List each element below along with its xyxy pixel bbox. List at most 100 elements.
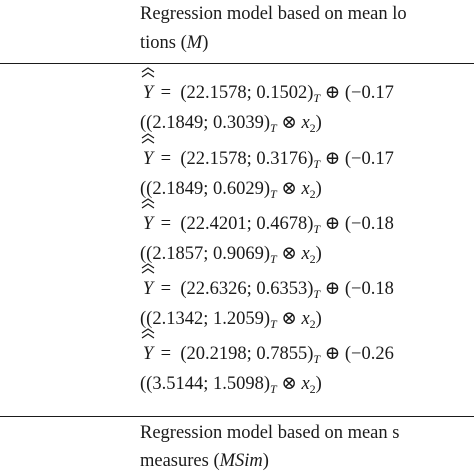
center-pair: (22.1578; 0.3176) — [180, 149, 314, 169]
hat-accent-icon — [141, 72, 155, 78]
center-pair: (22.4201; 0.4678) — [180, 214, 314, 234]
equals-sign: = — [160, 279, 172, 299]
equation-main-line: Y = (22.6326; 0.6353)T ⊕ (−0.18 — [140, 263, 394, 301]
slope-pair: ((3.5144; 1.5098) — [140, 374, 270, 394]
footer-text-1: Regression model based on mean s — [140, 423, 400, 443]
y-letter: Y — [142, 279, 154, 299]
y-letter: Y — [142, 83, 154, 103]
footer-line-2: measures (MSim) — [140, 452, 269, 471]
oplus-sign: ⊕ — [324, 83, 341, 103]
equals-sign: = — [160, 83, 172, 103]
subscript-2: 2 — [309, 121, 316, 135]
equals-sign: = — [160, 149, 172, 169]
equation-continuation-line: ((2.1849; 0.6029)T ⊗ x2) — [140, 179, 322, 201]
hat-accent-icon — [141, 328, 155, 334]
subscript-t: T — [313, 91, 321, 105]
hat-accent-icon — [141, 138, 155, 144]
y-letter: Y — [142, 344, 154, 364]
hat-accent-icon — [141, 133, 155, 139]
subscript-t: T — [313, 352, 321, 366]
otimes-sign: ⊗ — [281, 113, 297, 133]
slope-pair: ((2.1342; 1.2059) — [140, 309, 270, 329]
subscript-2: 2 — [309, 187, 316, 201]
subscript-t: T — [313, 222, 321, 236]
hat-accent-icon — [141, 333, 155, 339]
variable-x: x — [301, 374, 310, 394]
subscript-2: 2 — [309, 317, 316, 331]
subscript-t: T — [270, 317, 277, 331]
header-line-2: tions (M) — [140, 34, 208, 53]
center-pair: (22.6326; 0.6353) — [180, 279, 314, 299]
subscript-t: T — [313, 157, 321, 171]
oplus-sign: ⊕ — [324, 344, 341, 364]
equation-entry: Y = (20.2198; 0.7855)T ⊕ (−0.26 ((3.5144;… — [140, 328, 474, 407]
equals-sign: = — [160, 344, 172, 364]
coefficient-pair: (−0.18 — [344, 214, 394, 234]
closing-paren: ) — [315, 309, 322, 329]
equation-continuation-line: ((2.1342; 1.2059)T ⊗ x2) — [140, 309, 322, 331]
subscript-2: 2 — [309, 382, 316, 396]
hat-accent-icon — [141, 263, 155, 269]
equation-entry: Y = (22.1578; 0.1502)T ⊕ (−0.17 ((2.1849;… — [140, 67, 474, 146]
header-divider — [0, 63, 474, 64]
variable-x: x — [301, 179, 310, 199]
y-hat-symbol: Y — [140, 198, 156, 234]
closing-paren: ) — [315, 244, 322, 264]
y-hat-symbol: Y — [140, 133, 156, 169]
variable-x: x — [301, 113, 310, 133]
equation-continuation-line: ((3.5144; 1.5098)T ⊗ x2) — [140, 374, 322, 396]
slope-pair: ((2.1849; 0.3039) — [140, 113, 270, 133]
otimes-sign: ⊗ — [281, 179, 297, 199]
oplus-sign: ⊕ — [324, 214, 341, 234]
center-pair: (20.2198; 0.7855) — [180, 344, 314, 364]
equation-entry: Y = (22.6326; 0.6353)T ⊕ (−0.18 ((2.1342;… — [140, 263, 474, 342]
hat-accent-icon — [141, 203, 155, 209]
otimes-sign: ⊗ — [281, 244, 297, 264]
subscript-t: T — [270, 187, 277, 201]
slope-pair: ((2.1857; 0.9069) — [140, 244, 270, 264]
variable-x: x — [301, 309, 310, 329]
equation-continuation-line: ((2.1849; 0.3039)T ⊗ x2) — [140, 113, 322, 135]
equation-entry: Y = (22.1578; 0.3176)T ⊕ (−0.17 ((2.1849;… — [140, 133, 474, 212]
equation-main-line: Y = (22.4201; 0.4678)T ⊕ (−0.18 — [140, 198, 394, 236]
equation-continuation-line: ((2.1857; 0.9069)T ⊗ x2) — [140, 244, 322, 266]
hat-accent-icon — [141, 268, 155, 274]
y-hat-symbol: Y — [140, 328, 156, 364]
subscript-t: T — [270, 121, 277, 135]
y-hat-symbol: Y — [140, 67, 156, 103]
oplus-sign: ⊕ — [324, 279, 341, 299]
variable-x: x — [301, 244, 310, 264]
footer-text-2: measures (MSim) — [140, 451, 269, 471]
closing-paren: ) — [315, 179, 322, 199]
slope-pair: ((2.1849; 0.6029) — [140, 179, 270, 199]
oplus-sign: ⊕ — [324, 149, 341, 169]
hat-accent-icon — [141, 198, 155, 204]
subscript-2: 2 — [309, 252, 316, 266]
otimes-sign: ⊗ — [281, 309, 297, 329]
subscript-t: T — [270, 252, 277, 266]
hat-accent-icon — [141, 67, 155, 73]
otimes-sign: ⊗ — [281, 374, 297, 394]
equals-sign: = — [160, 214, 172, 234]
footer-line-1: Regression model based on mean s — [140, 424, 399, 443]
subscript-t: T — [313, 287, 321, 301]
header-text-2: tions (M) — [140, 33, 209, 53]
coefficient-pair: (−0.17 — [344, 83, 394, 103]
y-letter: Y — [142, 149, 154, 169]
footer-divider — [0, 416, 474, 417]
y-letter: Y — [142, 214, 154, 234]
subscript-t: T — [270, 382, 277, 396]
coefficient-pair: (−0.18 — [344, 279, 394, 299]
coefficient-pair: (−0.17 — [344, 149, 394, 169]
coefficient-pair: (−0.26 — [344, 344, 394, 364]
header-text-1: Regression model based on mean lo — [140, 4, 407, 24]
equation-main-line: Y = (20.2198; 0.7855)T ⊕ (−0.26 — [140, 328, 394, 366]
header-line-1: Regression model based on mean lo — [140, 5, 407, 24]
equation-entry: Y = (22.4201; 0.4678)T ⊕ (−0.18 ((2.1857;… — [140, 198, 474, 277]
closing-paren: ) — [315, 113, 322, 133]
equation-main-line: Y = (22.1578; 0.1502)T ⊕ (−0.17 — [140, 67, 394, 105]
equation-main-line: Y = (22.1578; 0.3176)T ⊕ (−0.17 — [140, 133, 394, 171]
closing-paren: ) — [315, 374, 322, 394]
center-pair: (22.1578; 0.1502) — [180, 83, 314, 103]
y-hat-symbol: Y — [140, 263, 156, 299]
